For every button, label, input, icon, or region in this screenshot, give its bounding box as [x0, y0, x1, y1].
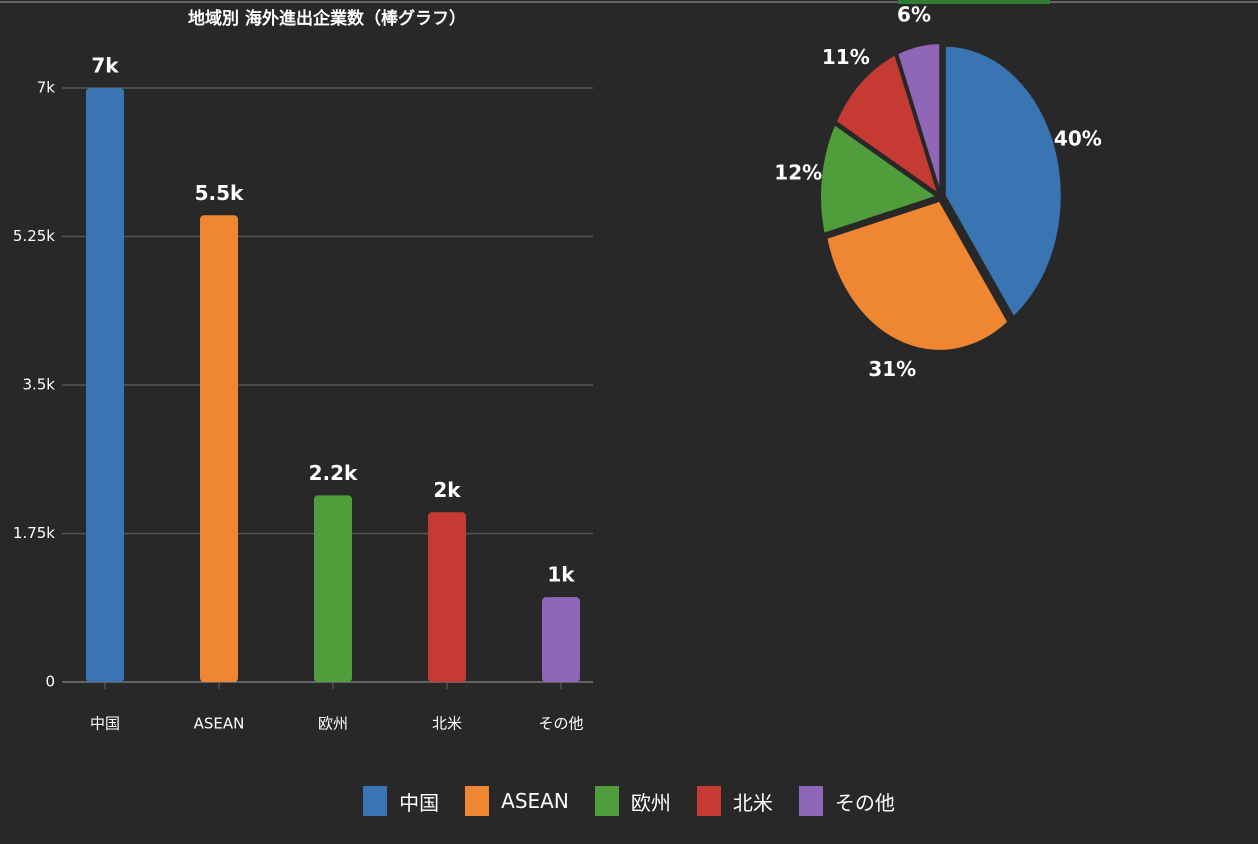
y-tick-label: 0 [45, 673, 55, 691]
legend-item: その他 [798, 786, 895, 816]
pie-value-label: 31% [868, 357, 916, 381]
legend-label: 中国 [399, 790, 440, 815]
bar [314, 495, 352, 682]
bar [428, 512, 466, 682]
legend-swatch [363, 786, 388, 816]
bar-value-label: 1k [547, 563, 575, 587]
legend-label: 北米 [732, 790, 773, 815]
legend-swatch [594, 786, 619, 816]
legend-label: ASEAN [501, 789, 569, 813]
y-tick-label: 1.75k [13, 524, 55, 542]
legend-label: 欧州 [630, 790, 671, 815]
y-tick-label: 3.5k [22, 376, 55, 394]
x-tick-label: 中国 [90, 715, 120, 733]
x-tick-label: その他 [538, 715, 583, 733]
pie-slice [819, 122, 940, 236]
x-tick-label: 北米 [432, 715, 462, 733]
x-tick-label: 欧州 [318, 715, 348, 733]
legend-swatch [465, 786, 490, 816]
legend-swatch [798, 786, 823, 816]
legend-swatch [696, 786, 721, 816]
bar-value-label: 7k [91, 54, 119, 78]
y-tick-label: 5.25k [13, 227, 55, 245]
bar [200, 215, 238, 683]
pie-value-label: 11% [822, 45, 870, 69]
legend: 中国 ASEAN 欧州 北米 その他 [0, 786, 1258, 816]
pie-slice [943, 44, 1063, 319]
pie-value-label: 12% [774, 160, 822, 184]
x-tick-label: ASEAN [194, 715, 245, 733]
bar-value-label: 2k [433, 478, 461, 502]
bar-value-label: 5.5k [195, 181, 244, 205]
chart-title: 地域別 海外進出企業数（棒グラフ） [188, 8, 466, 29]
pie-value-label: 6% [897, 2, 931, 26]
bar [86, 88, 124, 682]
legend-item: ASEAN [465, 786, 569, 816]
pie-slice [895, 42, 942, 194]
bar-value-label: 2.2k [309, 461, 358, 485]
legend-item: 欧州 [594, 786, 671, 816]
pie-value-label: 40% [1054, 126, 1102, 150]
pie-slice [834, 53, 941, 197]
bar [542, 597, 580, 682]
legend-label: その他 [834, 790, 895, 815]
pie-slice [825, 199, 1010, 352]
legend-item: 北米 [696, 786, 773, 816]
legend-item: 中国 [363, 786, 439, 816]
y-tick-label: 7k [37, 79, 56, 97]
